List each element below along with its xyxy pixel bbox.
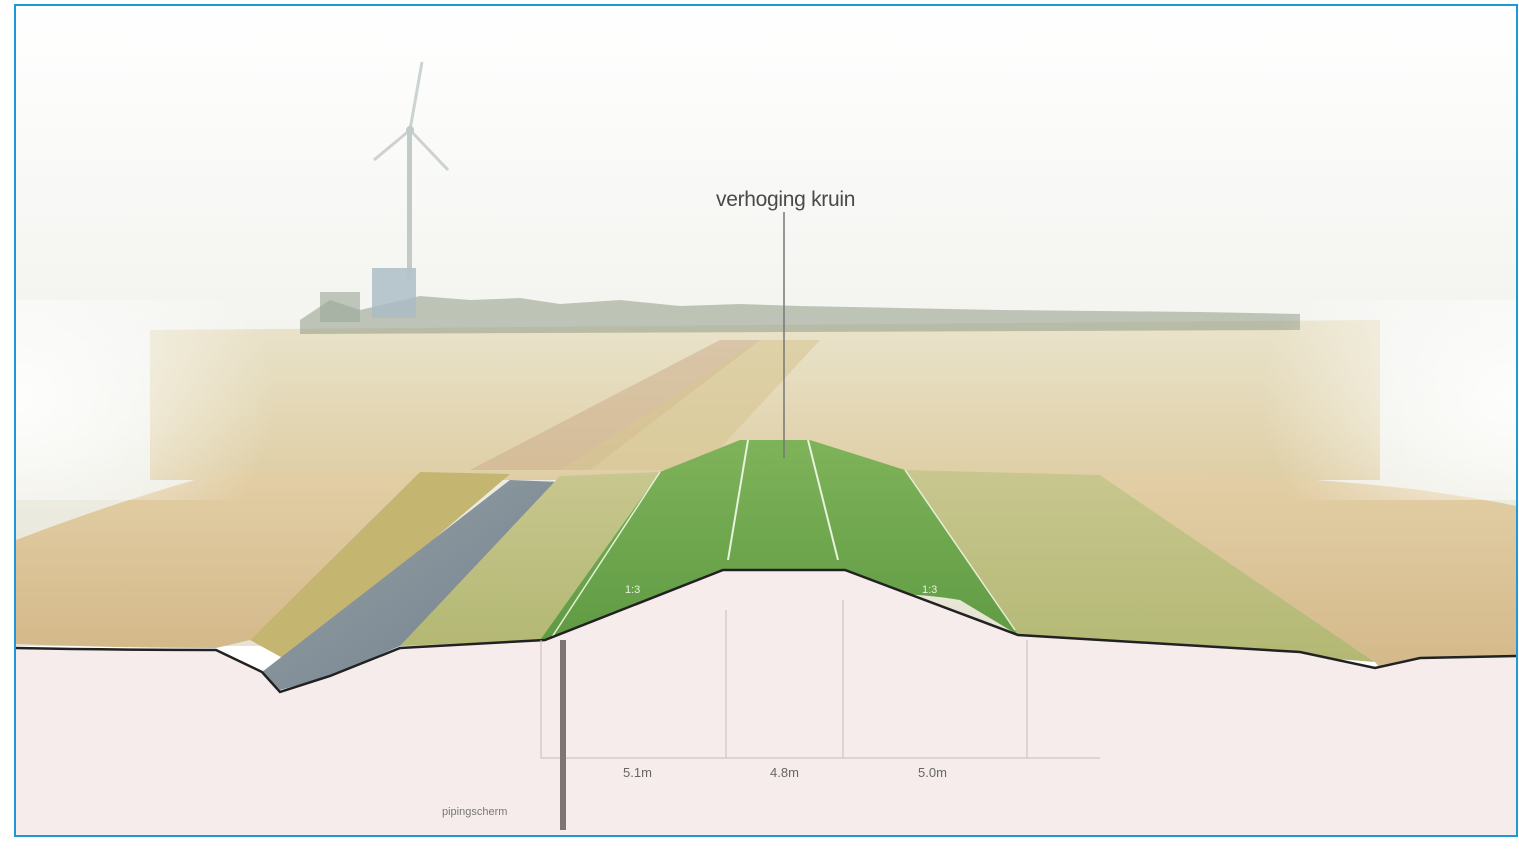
dimension-label: 4.8m <box>770 765 799 780</box>
dimension-label: 5.0m <box>918 765 947 780</box>
road-edge-left <box>727 439 749 561</box>
ground-profile-line <box>15 568 1517 694</box>
left-field <box>16 470 420 648</box>
piping-label: pipingscherm <box>442 806 508 818</box>
wind-turbine-icon <box>373 61 450 280</box>
dimension-label: 5.1m <box>623 765 652 780</box>
right-field <box>1100 474 1516 668</box>
building <box>320 292 360 322</box>
road-edge-right <box>807 439 839 561</box>
slope-label-left: 1:3 <box>625 584 640 596</box>
far-ditch <box>470 340 760 470</box>
right-slope <box>905 470 1375 662</box>
subsoil <box>16 570 1516 835</box>
left-slope <box>400 472 660 646</box>
slope-line-left <box>549 471 661 641</box>
ditch-water <box>262 480 560 690</box>
haze-right <box>1260 300 1516 500</box>
distant-field <box>150 320 1380 480</box>
ditch-bank <box>250 472 510 662</box>
slope-label-right: 1:3 <box>922 584 937 596</box>
crest-label: verhoging kruin <box>716 188 856 211</box>
haze-left <box>16 300 276 500</box>
frame-border <box>14 4 1518 837</box>
slope-line-right <box>904 469 1016 631</box>
far-strip <box>560 340 820 470</box>
piping-screen <box>560 640 566 830</box>
tree-line <box>300 296 1300 334</box>
